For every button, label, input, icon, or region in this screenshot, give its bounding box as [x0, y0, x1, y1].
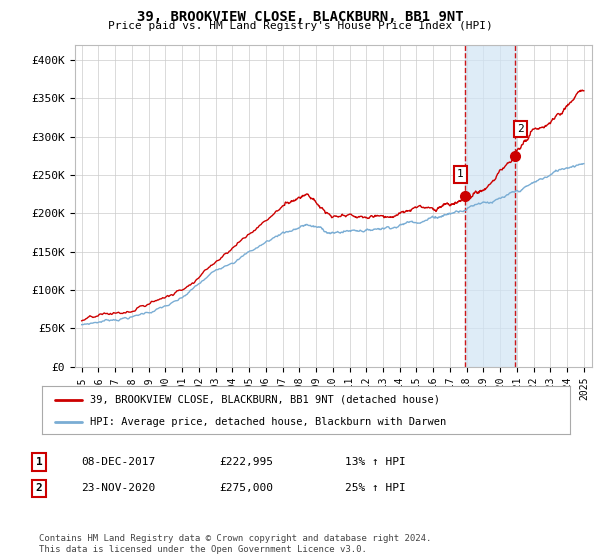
Text: 2: 2	[35, 483, 43, 493]
Text: 23-NOV-2020: 23-NOV-2020	[81, 483, 155, 493]
Text: Price paid vs. HM Land Registry's House Price Index (HPI): Price paid vs. HM Land Registry's House …	[107, 21, 493, 31]
Text: 08-DEC-2017: 08-DEC-2017	[81, 457, 155, 467]
Text: 39, BROOKVIEW CLOSE, BLACKBURN, BB1 9NT (detached house): 39, BROOKVIEW CLOSE, BLACKBURN, BB1 9NT …	[89, 395, 440, 405]
Text: HPI: Average price, detached house, Blackburn with Darwen: HPI: Average price, detached house, Blac…	[89, 417, 446, 427]
Text: 2: 2	[517, 124, 524, 134]
Text: 1: 1	[35, 457, 43, 467]
Text: 1: 1	[457, 169, 464, 179]
Bar	[466, 45, 515, 367]
Text: 39, BROOKVIEW CLOSE, BLACKBURN, BB1 9NT: 39, BROOKVIEW CLOSE, BLACKBURN, BB1 9NT	[137, 10, 463, 24]
Text: Contains HM Land Registry data © Crown copyright and database right 2024.
This d: Contains HM Land Registry data © Crown c…	[39, 534, 431, 554]
Text: £222,995: £222,995	[219, 457, 273, 467]
Text: 13% ↑ HPI: 13% ↑ HPI	[345, 457, 406, 467]
Text: £275,000: £275,000	[219, 483, 273, 493]
Text: 25% ↑ HPI: 25% ↑ HPI	[345, 483, 406, 493]
